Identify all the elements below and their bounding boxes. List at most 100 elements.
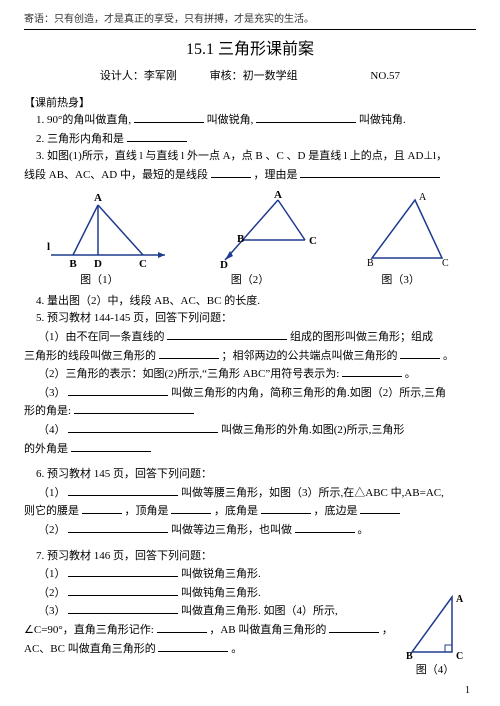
svg-text:l: l (47, 241, 50, 253)
text: ∠C=90°，直角三角形记作: (24, 624, 154, 636)
item-4: 4. 量出图（2）中，线段 AB、AC、BC 的长度. (38, 293, 476, 311)
svg-text:B: B (367, 258, 374, 269)
svg-text:C: C (139, 258, 147, 270)
text: AC、BC 叫做直角三角形的 (24, 643, 156, 655)
text: ，顶角是 (125, 505, 169, 517)
text: 组成的图形叫做三角形；组成 (290, 331, 433, 343)
item-5-2: （2）三角形的表示：如图(2)所示,“三角形 ABC”用符号表示为: 。 (38, 365, 476, 384)
text: 则它的腰是 (24, 505, 79, 517)
svg-text:B: B (69, 258, 77, 270)
figure-3: A B C (357, 190, 457, 270)
figure-1: A B D C l (43, 190, 173, 270)
text: （2） (38, 587, 66, 599)
figures-row: A B D C l A B C D A B C (24, 190, 476, 270)
blank (68, 602, 178, 614)
blank (167, 328, 287, 340)
svg-text:C: C (456, 651, 463, 662)
text: （2） (38, 524, 66, 536)
figure-4: A B C 图（4） (400, 592, 470, 679)
text: 叫做三角形的内角，简称三角形的角.如图（2）所示,三角 (171, 387, 446, 399)
blank (82, 502, 122, 514)
item-5-3b: 形的角是: (24, 402, 476, 421)
figure-captions: 图（1） 图（2） 图（3） (24, 272, 476, 289)
blank (68, 521, 168, 533)
section-warmup: 【课前热身】 (24, 95, 476, 112)
text: 线段 AB、AC、AD 中，最短的是线段 (24, 169, 208, 181)
item-5-4: （4） 叫做三角形的外角.如图(2)所示,三角形 (38, 421, 476, 440)
item-7: 7. 预习教材 146 页，回答下列问题： (38, 548, 476, 566)
fig4-caption: 图（4） (400, 662, 470, 679)
svg-text:D: D (94, 258, 102, 270)
blank (68, 584, 178, 596)
header-divider (24, 29, 476, 30)
page-number: 1 (465, 683, 470, 698)
item-5-3: （3） 叫做三角形的内角，简称三角形的角.如图（2）所示,三角 (38, 384, 476, 403)
svg-text:A: A (274, 190, 282, 201)
text: 形的角是: (24, 405, 71, 417)
blank (360, 502, 400, 514)
svg-text:A: A (419, 192, 427, 203)
text: （1）由不在同一条直线的 (38, 331, 165, 343)
blank (74, 402, 194, 414)
svg-text:C: C (309, 235, 317, 247)
blank (157, 621, 207, 633)
item-2: 2. 三角形内角和是 (38, 130, 476, 149)
blank (68, 384, 168, 396)
text: 。 (231, 643, 242, 655)
item-3b: 线段 AB、AC、AD 中，最短的是线段 ，理由是 (24, 166, 476, 185)
item-6: 6. 预习教材 145 页，回答下列问题： (38, 466, 476, 484)
text: 。 (358, 524, 369, 536)
text: 。 (443, 350, 454, 362)
text: ，AB 叫做直角三角形的 (209, 624, 326, 636)
blank (134, 111, 204, 123)
blank (158, 640, 228, 652)
text: 叫做钝角三角形. (181, 587, 261, 599)
item-5-1: （1）由不在同一条直线的 组成的图形叫做三角形；组成 (38, 328, 476, 347)
item-1: 1. 90°的角叫做直角, 叫做锐角, 叫做钝角. (38, 111, 476, 130)
fig3-caption: 图（3） (381, 272, 420, 289)
text: （3） (38, 387, 66, 399)
text: 叫做等腰三角形，如图（3）所示,在△ABC 中,AB=AC, (181, 487, 444, 499)
text: 叫做直角三角形. 如图（4）所示, (181, 605, 338, 617)
text: （1） (38, 568, 66, 580)
text: 2. 三角形内角和是 (36, 133, 124, 145)
text: 叫做三角形的外角.如图(2)所示,三角形 (221, 424, 404, 436)
text: 1. 90°的角叫做直角, (36, 114, 131, 126)
svg-text:B: B (406, 651, 413, 662)
blank (400, 347, 440, 359)
text: 3. 如图(1)所示，直线 l 与直线 l 外一点 A，点 B 、C 、D 是直… (36, 150, 447, 162)
blank (211, 166, 251, 178)
blank (256, 111, 356, 123)
svg-text:A: A (94, 192, 102, 204)
blank (159, 347, 219, 359)
text: 叫做锐角三角形. (181, 568, 261, 580)
text: ， (382, 624, 393, 636)
svg-text:C: C (442, 258, 449, 269)
blank (171, 502, 211, 514)
item-5-1b: 三角形的线段叫做三角形的 ；相邻两边的公共端点叫做三角形的 。 (24, 347, 476, 366)
text: （4） (38, 424, 66, 436)
text: 的外角是 (24, 443, 68, 455)
blank (68, 421, 218, 433)
designer: 设计人：李军刚 (100, 68, 177, 85)
item-6-1: （1） 叫做等腰三角形，如图（3）所示,在△ABC 中,AB=AC, (38, 484, 476, 503)
text: ，底边是 (314, 505, 358, 517)
item-3: 3. 如图(1)所示，直线 l 与直线 l 外一点 A，点 B 、C 、D 是直… (38, 148, 476, 166)
meta-row: 设计人：李军刚 审核：初一数学组 NO.57 (24, 68, 476, 85)
blank (127, 130, 187, 142)
page-title: 15.1 三角形课前案 (24, 38, 476, 62)
text: （3） (38, 605, 66, 617)
svg-text:B: B (237, 233, 245, 245)
text: 叫做钝角. (359, 114, 406, 126)
blank (68, 565, 178, 577)
blank (342, 365, 402, 377)
blank (329, 621, 379, 633)
item-5-4b: 的外角是 (24, 440, 476, 459)
item-6-2: （2） 叫做等边三角形，也叫做 。 (38, 521, 476, 540)
blank (300, 166, 440, 178)
figure-2: A B C D (210, 190, 320, 270)
text: 叫做等边三角形，也叫做 (171, 524, 292, 536)
text: 。 (405, 368, 416, 380)
doc-no: NO.57 (370, 68, 400, 85)
blank (71, 440, 151, 452)
